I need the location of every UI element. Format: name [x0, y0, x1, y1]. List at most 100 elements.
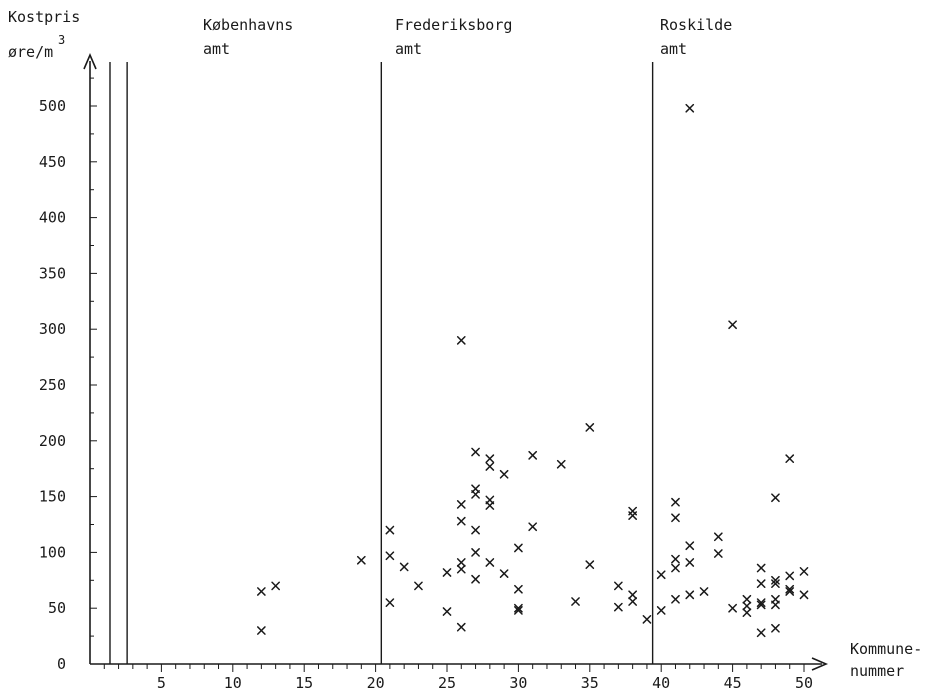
- data-point: [742, 608, 752, 618]
- data-point: [556, 459, 566, 469]
- data-point: [585, 560, 595, 570]
- data-points: [257, 103, 809, 638]
- data-point: [485, 462, 495, 471]
- tick-labels: 5 10 15 20 25 30 35 40 45 50050100150200250300350…: [39, 97, 813, 692]
- y-tick-label: 150: [39, 488, 66, 506]
- x-axis-title-line2: nummer: [850, 662, 904, 680]
- region-label-frederiksborg: Frederiksborg: [395, 16, 512, 34]
- data-point: [456, 622, 466, 632]
- data-point: [756, 600, 766, 610]
- y-tick-label: 250: [39, 376, 66, 394]
- data-point: [456, 500, 466, 509]
- data-point: [671, 554, 680, 564]
- data-point: [771, 579, 780, 588]
- data-point: [771, 493, 780, 503]
- data-point: [528, 522, 538, 532]
- x-tick-label: 10: [224, 674, 242, 692]
- data-point: [442, 568, 452, 577]
- data-point: [471, 490, 480, 499]
- data-point: [514, 543, 523, 553]
- y-tick-label: 500: [39, 97, 66, 115]
- data-point: [485, 501, 495, 510]
- data-point: [485, 454, 495, 464]
- data-point: [456, 564, 466, 574]
- data-point: [356, 555, 366, 565]
- data-point: [257, 626, 266, 635]
- data-point: [271, 581, 280, 591]
- y-tick-label: 400: [39, 209, 66, 227]
- data-point: [257, 587, 266, 596]
- data-point: [671, 513, 680, 523]
- data-point: [456, 336, 466, 345]
- data-point: [785, 571, 795, 581]
- data-point: [614, 581, 623, 591]
- data-point: [514, 603, 523, 613]
- data-point: [485, 558, 495, 567]
- data-point: [528, 450, 538, 460]
- data-point: [728, 603, 737, 613]
- data-point: [385, 551, 395, 561]
- data-point: [471, 525, 480, 535]
- x-tick-label: 25: [438, 674, 456, 692]
- data-point: [385, 525, 395, 535]
- data-point: [514, 584, 523, 594]
- data-point: [614, 602, 623, 612]
- data-point: [385, 598, 395, 607]
- data-point: [442, 607, 452, 616]
- x-axis-title-line1: Kommune-: [850, 640, 922, 658]
- y-tick-label: 450: [39, 153, 66, 171]
- data-point: [656, 606, 666, 615]
- region-label-frederiksborg-amt: amt: [395, 40, 422, 58]
- data-point: [656, 570, 666, 580]
- region-label-roskilde: Roskilde: [660, 16, 732, 34]
- data-point: [713, 549, 723, 558]
- y-tick-label: 100: [39, 543, 66, 561]
- data-point: [756, 598, 766, 607]
- data-point: [499, 469, 509, 479]
- data-point: [414, 581, 423, 591]
- data-point: [756, 628, 766, 638]
- x-tick-label: 50: [795, 674, 813, 692]
- data-point: [628, 590, 637, 600]
- data-point: [571, 597, 580, 606]
- data-point: [671, 497, 680, 507]
- data-point: [785, 584, 795, 594]
- data-point: [685, 103, 695, 113]
- x-axis-arrow: [811, 657, 829, 671]
- data-point: [642, 615, 652, 624]
- data-point: [456, 558, 466, 567]
- region-label-kobenhavn: Københavns: [203, 16, 293, 34]
- data-point: [699, 587, 709, 596]
- data-point: [585, 423, 595, 432]
- y-tick-label: 0: [57, 655, 66, 673]
- data-point: [471, 574, 480, 584]
- x-tick-label: 40: [652, 674, 670, 692]
- data-point: [671, 563, 680, 573]
- data-point: [771, 575, 780, 585]
- data-point: [471, 548, 480, 557]
- data-point: [756, 563, 766, 573]
- data-point: [685, 590, 695, 600]
- y-tick-label: 350: [39, 264, 66, 282]
- data-point: [728, 320, 737, 330]
- region-label-kobenhavn-amt: amt: [203, 40, 230, 58]
- region-label-roskilde-amt: amt: [660, 40, 687, 58]
- y-tick-label: 200: [39, 432, 66, 450]
- x-tick-label: 15: [295, 674, 313, 692]
- data-point: [756, 579, 766, 588]
- x-tick-label: 20: [367, 674, 385, 692]
- y-axis-title-line1: Kostpris: [8, 8, 80, 26]
- data-point: [628, 597, 637, 606]
- y-tick-label: 300: [39, 320, 66, 338]
- y-axis-title-line2: øre/m: [8, 43, 53, 61]
- x-tick-label: 5: [157, 674, 166, 692]
- data-point: [799, 567, 809, 576]
- data-point: [771, 623, 780, 633]
- y-axis-title-exponent: 3: [58, 33, 65, 47]
- data-point: [685, 558, 695, 567]
- data-point: [456, 516, 466, 526]
- y-axis-arrow: [83, 52, 97, 70]
- data-point: [499, 569, 509, 578]
- data-point: [785, 454, 795, 464]
